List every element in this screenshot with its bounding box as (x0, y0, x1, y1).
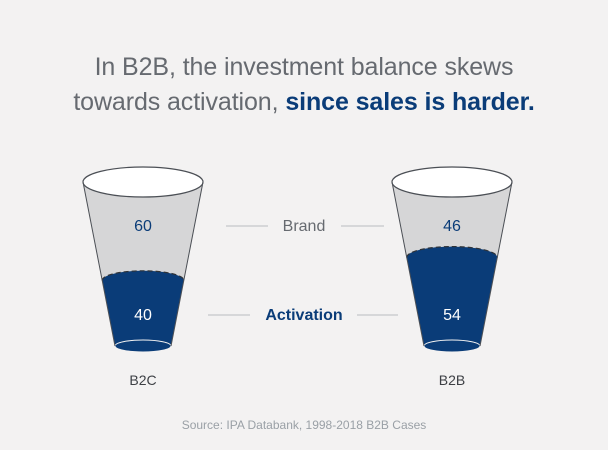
b2c-funnel-base (114, 339, 172, 353)
b2b-divider-line (406, 245, 498, 258)
b2b-funnel-base (423, 339, 481, 353)
b2c-funnel-outline (82, 181, 204, 347)
legend-brand-label: Brand (283, 218, 326, 235)
title-line-1: In B2B, the investment balance skews (94, 53, 514, 81)
chart-title: In B2B, the investment balance skews tow… (0, 50, 608, 120)
title-emphasis: since sales is harder. (285, 88, 535, 116)
b2c-brand-segment (83, 182, 203, 290)
funnel-b2c: 60 40 B2C (82, 166, 204, 388)
b2c-divider-line (101, 270, 185, 281)
b2c-activation-value: 40 (134, 307, 152, 324)
b2c-funnel-rim (82, 166, 204, 198)
b2b-funnel-rim (391, 166, 513, 198)
b2b-funnel-outline (391, 181, 513, 347)
b2b-activation-segment (406, 246, 498, 352)
b2b-category-label: B2B (439, 372, 465, 388)
b2c-brand-value: 60 (134, 218, 152, 235)
source-note: Source: IPA Databank, 1998-2018 B2B Case… (181, 418, 427, 432)
b2b-activation-value: 54 (443, 307, 461, 324)
legend-activation-label: Activation (265, 307, 342, 324)
b2b-brand-segment (392, 182, 512, 269)
funnel-b2b: 46 54 B2B (391, 166, 513, 388)
b2c-category-label: B2C (129, 372, 156, 388)
b2b-brand-value: 46 (443, 218, 461, 235)
legend: Brand Activation (208, 218, 398, 324)
title-line-2: towards activation, (73, 88, 279, 116)
b2c-activation-segment (102, 270, 184, 352)
